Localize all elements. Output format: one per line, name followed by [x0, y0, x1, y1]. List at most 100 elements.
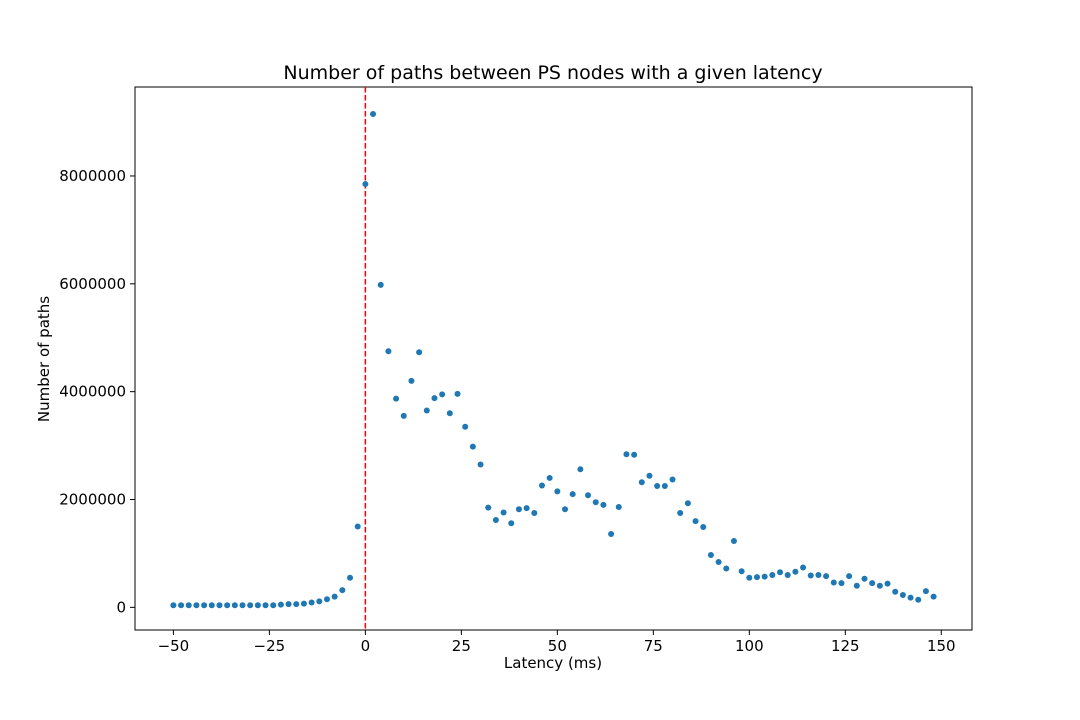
data-point: [554, 488, 561, 495]
data-point: [370, 110, 377, 117]
data-point: [807, 572, 814, 579]
data-point: [915, 596, 922, 603]
data-point: [224, 602, 231, 609]
data-point: [646, 472, 653, 479]
data-point: [339, 587, 346, 594]
data-point: [861, 575, 868, 582]
y-axis-ticks: 0 2000000 4000000 6000000 8000000: [59, 167, 135, 616]
x-tick-label: −50: [158, 637, 190, 655]
data-point: [462, 423, 469, 430]
data-point: [508, 520, 515, 527]
x-tick-label: 75: [644, 637, 663, 655]
data-point: [170, 602, 177, 609]
data-point: [201, 602, 208, 609]
y-axis-label: Number of paths: [35, 296, 53, 422]
data-point: [769, 571, 776, 578]
data-point: [753, 574, 760, 581]
data-point: [285, 601, 292, 608]
data-point: [423, 407, 430, 414]
data-point: [800, 564, 807, 571]
data-point: [738, 568, 745, 575]
data-point: [469, 443, 476, 450]
data-point: [830, 579, 837, 586]
x-axis-ticks: −50 −25 0 25 50 75 100 125 150: [158, 630, 956, 655]
data-point: [869, 580, 876, 587]
data-point: [930, 593, 937, 600]
data-point: [523, 505, 530, 512]
data-point: [723, 565, 730, 572]
data-point: [262, 602, 269, 609]
data-point: [531, 509, 538, 516]
data-point: [677, 509, 684, 516]
data-point: [823, 573, 830, 580]
x-axis-label: Latency (ms): [504, 654, 602, 672]
y-tick-label: 6000000: [59, 275, 126, 293]
data-point: [331, 593, 338, 600]
data-point: [638, 479, 645, 486]
data-point: [446, 410, 453, 417]
data-point: [300, 600, 307, 607]
data-point: [761, 573, 768, 580]
x-tick-label: 50: [548, 637, 567, 655]
data-point: [216, 602, 223, 609]
data-point: [193, 602, 200, 609]
data-point: [707, 552, 714, 559]
data-point: [400, 412, 407, 419]
data-point: [254, 602, 261, 609]
data-point: [899, 591, 906, 598]
x-tick-label: 0: [361, 637, 371, 655]
data-point: [377, 281, 384, 288]
data-point: [730, 538, 737, 545]
data-point: [661, 483, 668, 490]
data-point: [846, 573, 853, 580]
data-points: [170, 110, 937, 609]
data-point: [876, 582, 883, 589]
data-point: [922, 588, 929, 595]
data-point: [577, 466, 584, 473]
data-point: [515, 506, 522, 513]
data-point: [907, 594, 914, 601]
data-point: [654, 483, 661, 490]
data-point: [247, 602, 254, 609]
data-point: [884, 580, 891, 587]
data-point: [485, 504, 492, 511]
data-point: [608, 531, 615, 538]
data-point: [569, 491, 576, 498]
data-point: [538, 482, 545, 489]
data-point: [592, 499, 599, 506]
plot-frame: [134, 86, 973, 631]
x-tick-label: 125: [831, 637, 860, 655]
data-point: [239, 602, 246, 609]
data-point: [316, 598, 323, 605]
data-point: [684, 500, 691, 507]
data-point: [838, 580, 845, 587]
data-point: [354, 523, 361, 530]
data-point: [477, 461, 484, 468]
data-point: [178, 602, 185, 609]
y-tick-label: 4000000: [59, 383, 126, 401]
data-point: [669, 476, 676, 483]
data-point: [715, 559, 722, 566]
y-tick-label: 0: [116, 598, 126, 616]
data-point: [208, 602, 215, 609]
data-point: [393, 395, 400, 402]
y-tick-label: 8000000: [59, 167, 126, 185]
data-point: [746, 574, 753, 581]
data-point: [492, 516, 499, 523]
x-tick-label: 100: [735, 637, 764, 655]
data-point: [777, 569, 784, 576]
data-point: [231, 602, 238, 609]
data-point: [692, 518, 699, 525]
data-point: [323, 596, 330, 603]
data-point: [615, 504, 622, 511]
data-point: [362, 181, 369, 188]
chart-title: Number of paths between PS nodes with a …: [283, 62, 822, 84]
data-point: [347, 574, 354, 581]
data-point: [293, 601, 300, 608]
data-point: [623, 451, 630, 458]
data-point: [431, 395, 438, 402]
data-point: [546, 474, 553, 481]
data-point: [308, 599, 315, 606]
data-point: [815, 571, 822, 578]
